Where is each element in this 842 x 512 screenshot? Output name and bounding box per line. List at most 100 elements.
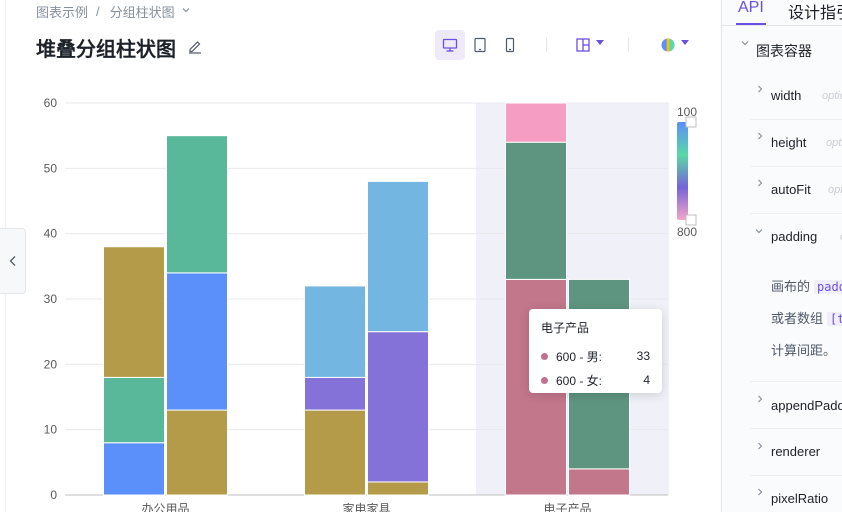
api-panel: API 设计指引 图表容器 width optional height opti… <box>722 0 842 512</box>
api-item-renderer[interactable]: renderer <box>771 444 821 459</box>
mobile-view-button[interactable] <box>495 30 525 60</box>
y-tick-label: 0 <box>50 488 57 502</box>
bar-segment <box>166 272 228 411</box>
y-tick-label: 50 <box>44 161 58 175</box>
tooltip-row-name: 600 - 女: <box>556 373 603 388</box>
api-tabs: API 设计指引 <box>722 0 842 26</box>
stacked-grouped-bar-chart[interactable]: 0 10 20 30 40 50 60 办公用品 家电家具 电子产品 100 800 <box>0 0 722 512</box>
x-tick-label: 电子产品 <box>543 502 591 512</box>
chevron-right-icon[interactable] <box>756 84 764 97</box>
api-item-optional: optional <box>840 231 842 243</box>
tooltip-row-name: 600 - 男: <box>556 349 603 364</box>
chevron-down-icon[interactable] <box>740 38 750 51</box>
legend-handle-bottom <box>685 214 697 226</box>
chevron-down-icon[interactable] <box>754 226 764 239</box>
api-description-text: 或者数组 <box>771 311 824 326</box>
divider <box>750 381 842 382</box>
bar-segment <box>304 376 366 411</box>
bar-segment <box>505 102 567 143</box>
page-title: 堆叠分组柱状图 <box>36 39 176 61</box>
breadcrumb-root[interactable]: 图表示例 <box>36 5 89 20</box>
chevron-right-icon[interactable] <box>756 394 764 407</box>
active-tab-indicator <box>736 23 766 25</box>
divider <box>750 428 842 429</box>
tooltip-row-value: 33 <box>636 349 650 363</box>
desktop-icon <box>442 38 458 52</box>
series-dot-icon <box>541 376 548 384</box>
bar-segment <box>166 409 228 496</box>
api-item-pixelratio[interactable]: pixelRatio <box>771 491 829 506</box>
chevron-down-icon[interactable] <box>181 5 191 18</box>
api-item-padding[interactable]: padding <box>771 229 818 244</box>
divider <box>750 166 842 167</box>
bar-segment <box>568 468 630 496</box>
chevron-right-icon[interactable] <box>756 487 764 500</box>
theme-icon <box>661 38 675 52</box>
divider <box>750 475 842 476</box>
breadcrumb: 图表示例 / 分组柱状图 <box>36 2 191 21</box>
api-code-snippet: [top, right] <box>827 312 842 326</box>
bar-segment <box>505 141 567 280</box>
bar-segment <box>367 180 429 333</box>
breadcrumb-current[interactable]: 分组柱状图 <box>109 5 175 20</box>
desktop-view-button[interactable] <box>435 30 465 60</box>
collapse-sidebar-button[interactable] <box>0 228 26 294</box>
bar-segment <box>304 285 366 378</box>
api-item-optional: optional <box>826 137 842 149</box>
chevron-left-icon <box>9 256 15 266</box>
tab-api[interactable]: API <box>738 0 764 16</box>
x-tick-label: 办公用品 <box>141 501 189 512</box>
tablet-icon <box>474 37 486 53</box>
legend-min-label: 800 <box>677 225 697 239</box>
bar-segment <box>304 409 366 496</box>
layout-select-button[interactable] <box>568 30 598 60</box>
y-tick-label: 60 <box>44 96 58 110</box>
chevron-right-icon[interactable] <box>756 441 764 454</box>
api-item-width[interactable]: width <box>771 88 802 103</box>
api-item-appendpadding[interactable]: appendPadding <box>771 398 842 413</box>
y-tick-label: 40 <box>44 227 58 241</box>
y-tick-label: 10 <box>44 423 58 437</box>
api-description-line: 或者数组[top, right] <box>771 308 842 327</box>
tooltip-row: 600 - 男: 33 <box>541 346 650 366</box>
toolbar-divider <box>628 38 629 52</box>
bar-segment <box>166 135 228 274</box>
legend-max-label: 100 <box>677 105 697 119</box>
layout-icon <box>576 38 590 52</box>
x-tick-label: 家电家具 <box>342 501 390 512</box>
api-item-height[interactable]: height <box>771 135 807 150</box>
series-dot-icon <box>541 352 548 360</box>
chevron-right-icon[interactable] <box>756 131 764 144</box>
tablet-view-button[interactable] <box>465 30 495 60</box>
breadcrumb-separator: / <box>96 4 100 19</box>
chevron-right-icon[interactable] <box>756 178 764 191</box>
edit-icon[interactable] <box>187 38 203 54</box>
legend-gradient-bar <box>677 122 688 220</box>
toolbar-divider <box>546 38 547 52</box>
bar-segment <box>103 442 165 496</box>
y-tick-label: 20 <box>44 357 58 371</box>
api-group-chart-container[interactable]: 图表容器 <box>756 43 812 59</box>
mobile-icon <box>505 37 515 53</box>
bar-segment <box>367 331 429 483</box>
tooltip-row: 600 - 女: 4 <box>541 370 650 390</box>
theme-select-button[interactable] <box>653 30 683 60</box>
bar-segment <box>367 481 429 496</box>
chevron-down-icon[interactable] <box>681 40 689 45</box>
tooltip-title: 电子产品 <box>541 321 590 335</box>
chart-tooltip: 电子产品 600 - 男: 33 600 - 女: 4 <box>529 309 662 393</box>
divider <box>750 213 842 214</box>
legend-handle-top <box>685 116 697 128</box>
bar-segment <box>103 246 165 378</box>
chevron-down-icon[interactable] <box>596 40 604 45</box>
api-item-optional: optional <box>828 184 842 196</box>
api-item-optional: optional <box>822 90 842 102</box>
api-description-text: 画布的 <box>771 279 811 294</box>
tooltip-row-value: 4 <box>643 373 650 387</box>
api-item-autofit[interactable]: autoFit <box>771 182 811 197</box>
divider <box>750 119 842 120</box>
tab-design-guide[interactable]: 设计指引 <box>788 5 842 22</box>
api-description-text: 计算间距。 <box>771 343 837 358</box>
bar-segment <box>103 376 165 444</box>
api-description-line: 画布的padding <box>771 276 842 295</box>
